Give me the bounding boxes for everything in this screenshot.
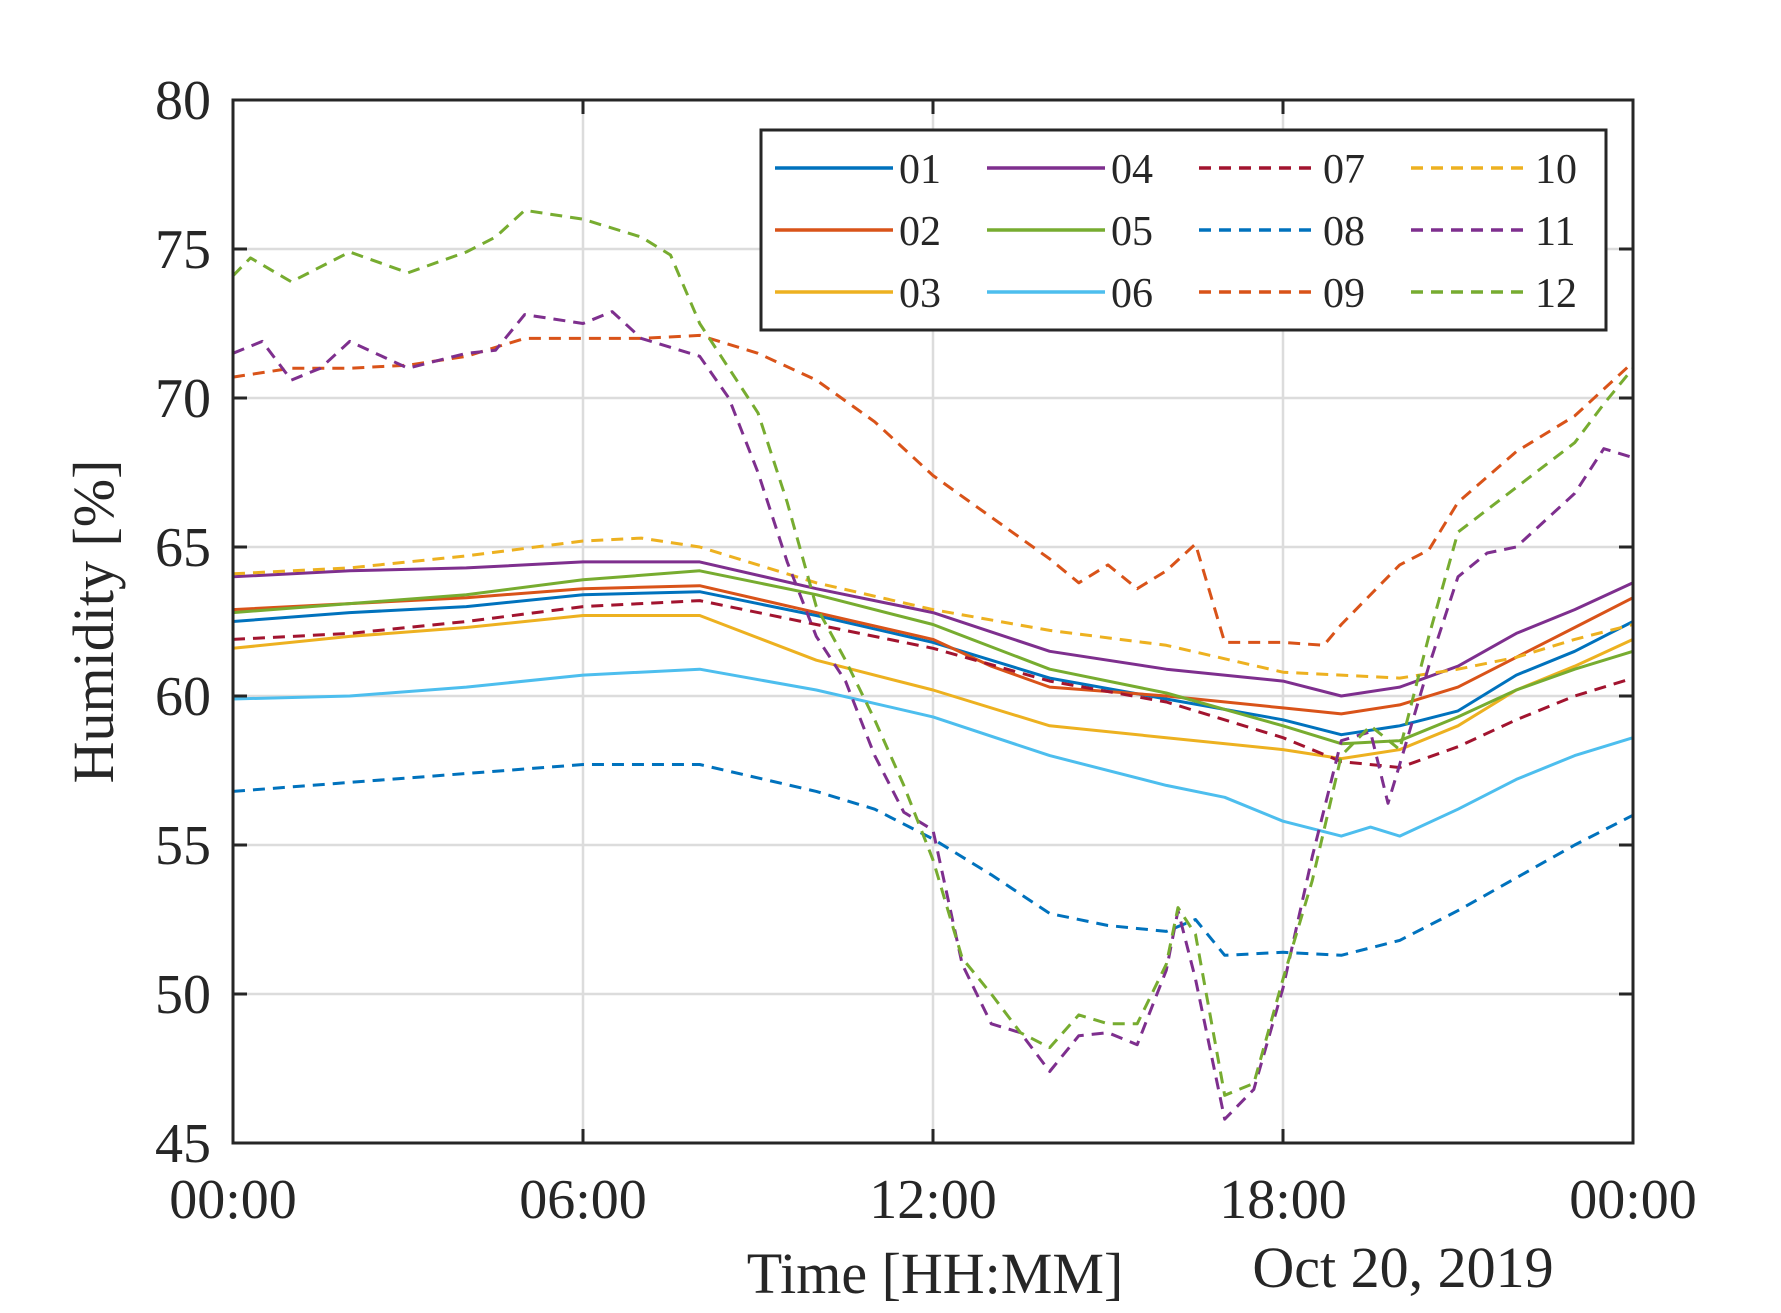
legend-label-03: 03 [899, 271, 941, 317]
series-line-04 [232, 560, 1634, 698]
x-axis-label: Time [HH:MM] [747, 1241, 1124, 1306]
x-tick-label: 12:00 [869, 1169, 997, 1231]
legend-box [759, 128, 1608, 332]
series-line-08 [232, 763, 1634, 957]
series-line-10 [232, 536, 1634, 680]
x-tick-label: 00:00 [169, 1169, 297, 1231]
y-tick-label: 75 [155, 219, 211, 281]
legend-label-11: 11 [1535, 209, 1575, 255]
series-line-09 [232, 333, 1635, 647]
y-tick-label: 60 [155, 666, 211, 728]
series-line-06 [232, 667, 1634, 838]
legend-label-06: 06 [1111, 271, 1153, 317]
series-line-02 [232, 584, 1634, 716]
series-line-11 [232, 310, 1634, 1121]
y-tick-label: 80 [155, 70, 211, 132]
series-line-01 [232, 590, 1634, 737]
y-tick-label: 45 [155, 1113, 211, 1175]
x-axis-date-label: Oct 20, 2019 [1252, 1235, 1553, 1300]
legend-label-01: 01 [899, 147, 941, 193]
legend: 01 02 03 04 05 06 07 08 09 10 11 12 [759, 128, 1608, 332]
legend-label-05: 05 [1111, 209, 1153, 255]
series-line-03 [232, 614, 1634, 761]
legend-label-08: 08 [1323, 209, 1365, 255]
x-tick-label: 18:00 [1219, 1169, 1347, 1231]
y-tick-label: 70 [155, 368, 211, 430]
legend-label-07: 07 [1323, 147, 1365, 193]
series-line-05 [232, 569, 1634, 746]
y-tick-label: 55 [155, 815, 211, 877]
tick-labels: 00:00 06:00 12:00 18:00 00:00455055606570758… [155, 70, 1697, 1231]
x-tick-label: 06:00 [519, 1169, 647, 1231]
axis-ticks [231, 98, 1635, 1145]
legend-label-09: 09 [1323, 271, 1365, 317]
legend-label-02: 02 [899, 209, 941, 255]
legend-label-12: 12 [1535, 271, 1577, 317]
y-axis-label: Humidity [%] [61, 460, 126, 784]
series-lines [231, 208, 1635, 1121]
x-tick-label: 00:00 [1569, 1169, 1697, 1231]
y-tick-label: 50 [155, 964, 211, 1026]
y-tick-label: 65 [155, 517, 211, 579]
legend-label-10: 10 [1535, 147, 1577, 193]
legend-label-04: 04 [1111, 147, 1153, 193]
series-line-07 [232, 599, 1634, 769]
